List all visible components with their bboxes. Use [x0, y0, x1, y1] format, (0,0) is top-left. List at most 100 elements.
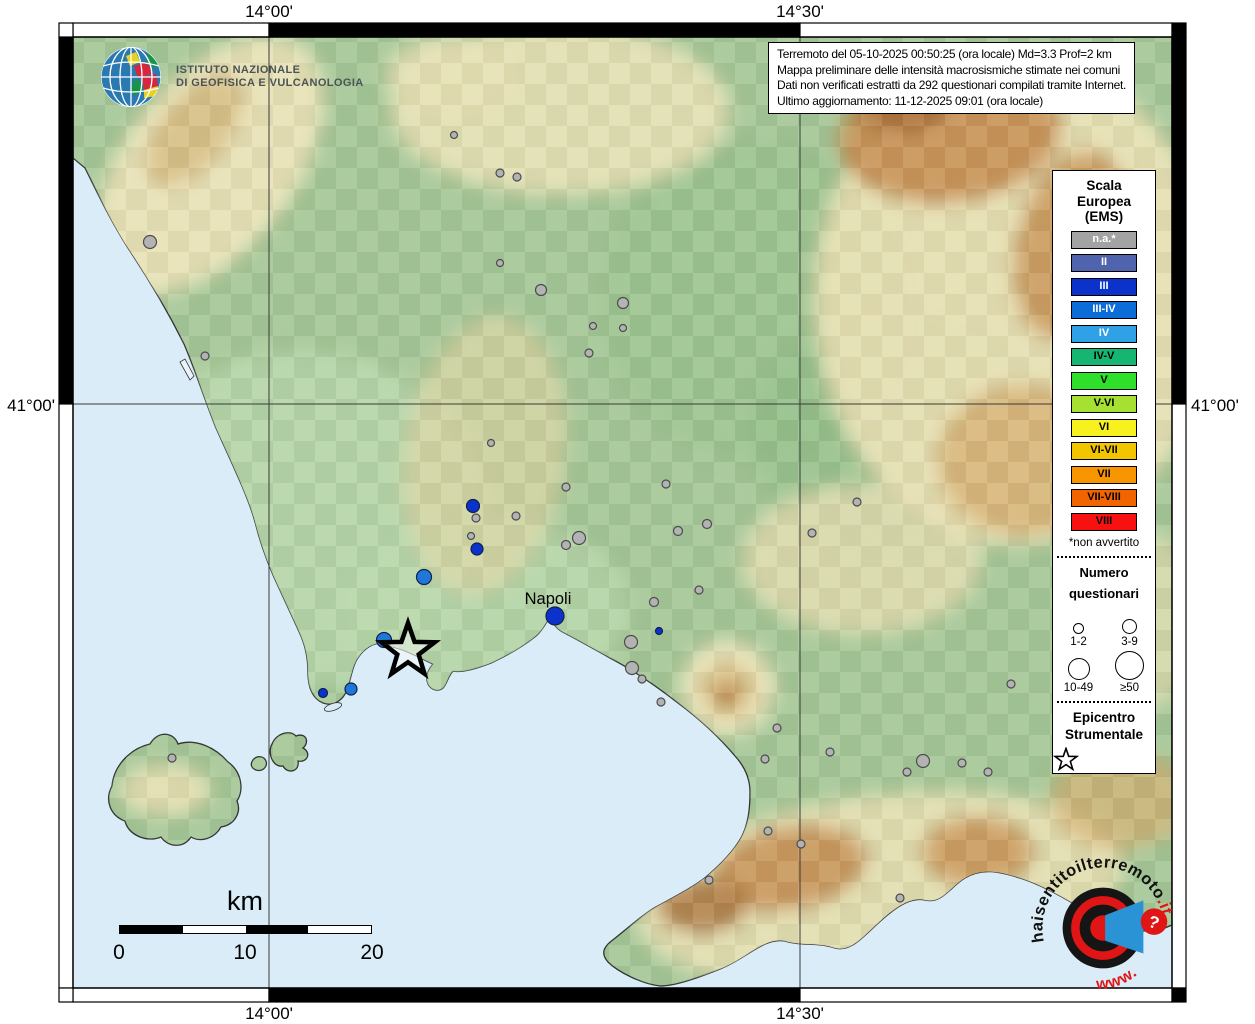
intensity-point	[142, 234, 158, 250]
questionnaire-title-line2: questionari	[1068, 585, 1140, 601]
intensity-point	[807, 528, 817, 538]
epicenter-title-line1: Epicentro	[1072, 709, 1136, 725]
questionnaire-size-label: 1-2	[1070, 635, 1087, 648]
questionnaire-size-label: 10-49	[1063, 681, 1094, 694]
questionnaire-size-item: 10-49	[1053, 652, 1104, 694]
map-frame	[58, 22, 1187, 1003]
intensity-point	[852, 497, 862, 507]
tick-lon-bottom-left: 14°00'	[245, 1004, 293, 1023]
intensity-point	[763, 826, 773, 836]
intensity-point	[648, 596, 660, 608]
tick-lon-top-right: 14°30'	[776, 2, 824, 21]
intensity-points-layer	[142, 130, 1016, 903]
intensity-point	[957, 758, 967, 768]
legend-title-line3: (EMS)	[1084, 209, 1124, 224]
intensity-point	[486, 438, 496, 448]
intensity-point	[534, 283, 548, 297]
intensity-point	[701, 518, 713, 530]
intensity-point	[584, 348, 594, 358]
ems-class-swatch: n.a.*	[1071, 230, 1137, 249]
legend-title-line2: Europea	[1076, 193, 1131, 209]
questionnaire-size-circle	[1122, 618, 1137, 634]
legend-title: Scala Europea (EMS)	[1053, 171, 1155, 225]
ems-class-swatch: III-IV	[1071, 301, 1137, 319]
intensity-point	[571, 530, 587, 546]
scalebar-tick-10: 10	[233, 941, 257, 964]
ems-intensity-scale: n.a.* II III III-IV IV IV-V V V-VI VI VI-VII VII VI…	[1053, 230, 1155, 531]
intensity-point	[561, 482, 571, 492]
intensity-point	[902, 767, 912, 777]
ems-class-swatch: II	[1071, 254, 1137, 272]
intensity-point	[618, 323, 628, 333]
intensity-point	[772, 723, 782, 733]
intensity-point	[167, 753, 177, 763]
intensity-point	[495, 168, 505, 178]
ems-class-swatch: IV-V	[1071, 348, 1137, 366]
tick-lat-right: 41°00'	[1191, 396, 1239, 415]
haisentitoilterremoto-logo: ? haisentitoilterremoto.it www.	[1028, 853, 1175, 993]
intensity-point	[415, 568, 433, 586]
intensity-point	[511, 511, 521, 521]
question-badge	[1140, 908, 1168, 935]
questionnaire-size-item: ≥50	[1104, 650, 1155, 694]
ems-class-swatch: III	[1071, 277, 1137, 296]
questionnaire-size-key: 1-2 3-9 10-49 ≥50	[1053, 606, 1155, 694]
intensity-point	[1006, 679, 1016, 689]
ingv-name: ISTITUTO NAZIONALE DI GEOFISICA E VULCAN…	[176, 64, 364, 90]
coastal-lagoon	[179, 358, 195, 381]
legend-panel: Scala Europea (EMS) n.a.* II III III-IV IV IV…	[1052, 170, 1156, 774]
intensity-point	[623, 634, 639, 650]
ems-class-swatch: VII-VIII	[1071, 489, 1137, 507]
event-info-box: Terremoto del 05-10-2025 00:50:25 (ora l…	[768, 42, 1136, 115]
intensity-point	[470, 542, 484, 556]
event-info-line3: Dati non verificati estratti da 292 ques…	[777, 78, 1127, 93]
intensity-point	[760, 754, 770, 764]
questionnaire-title: Numero questionari	[1053, 562, 1155, 604]
questionnaire-size-item: 1-2	[1053, 606, 1104, 648]
intensity-point	[545, 606, 565, 626]
questionnaire-size-circle	[1115, 650, 1144, 680]
ems-class-swatch: VI-VII	[1071, 442, 1137, 460]
scalebar-segment	[308, 926, 371, 933]
ems-class-swatch: V	[1071, 371, 1137, 390]
scalebar-segment	[120, 926, 183, 933]
epicenter-star	[374, 616, 442, 680]
tick-lon-bottom-right: 14°30'	[776, 1004, 824, 1023]
graticule	[73, 37, 1172, 988]
intensity-point	[471, 513, 481, 523]
scalebar-tick-20: 20	[360, 941, 384, 964]
epicenter-legend-title: Epicentro Strumentale	[1053, 709, 1155, 743]
tick-lat-left: 41°00'	[7, 396, 55, 415]
miseno-lake	[323, 702, 343, 712]
megaphone-icon	[1105, 900, 1144, 954]
intensity-point	[466, 531, 476, 541]
event-info-line2: Mappa preliminare delle intensità macros…	[777, 62, 1121, 77]
intensity-point	[560, 539, 572, 551]
questionnaire-title-line1: Numero	[1079, 564, 1129, 580]
intensity-point	[915, 753, 931, 769]
questionnaire-size-item: 3-9	[1104, 606, 1155, 648]
intensity-point	[661, 479, 671, 489]
intensity-point	[704, 875, 714, 885]
intensity-point	[656, 697, 666, 707]
intensity-point	[512, 172, 522, 182]
scalebar-segment	[245, 926, 309, 933]
ems-class-swatch: VII	[1071, 465, 1137, 484]
intensity-point	[200, 351, 210, 361]
intensity-point	[895, 893, 905, 903]
ems-class-swatch: VI	[1071, 418, 1137, 437]
questionnaire-size-circle	[1067, 657, 1090, 680]
ingv-name-line1: ISTITUTO NAZIONALE	[176, 64, 301, 76]
intensity-point	[495, 258, 505, 268]
intensity-point	[624, 660, 640, 676]
intensity-point	[449, 130, 459, 140]
epicenter-legend-star	[1053, 746, 1155, 773]
legend-title-line1: Scala	[1086, 178, 1122, 193]
tick-lon-top-left: 14°00'	[245, 2, 293, 21]
legend-divider-2	[1057, 700, 1151, 703]
questionnaire-size-circle	[1073, 622, 1084, 634]
intensity-point	[637, 674, 647, 684]
intensity-point	[983, 767, 993, 777]
scalebar	[119, 925, 372, 934]
